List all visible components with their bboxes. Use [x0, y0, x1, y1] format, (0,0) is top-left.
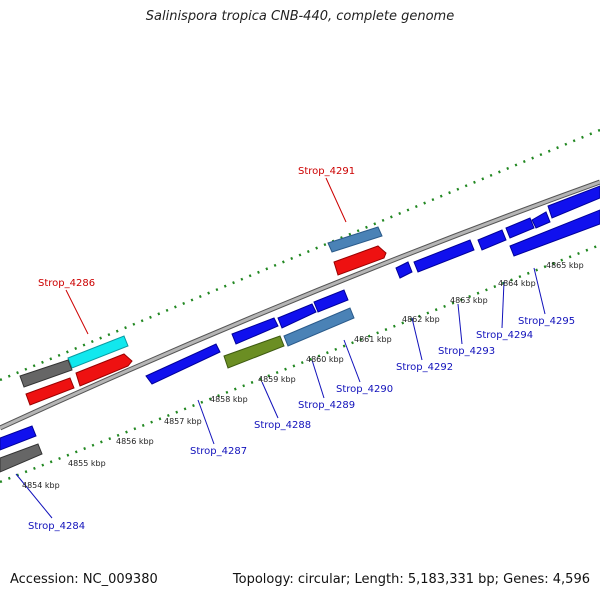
label-strop-4295[interactable]: Strop_4295 [518, 316, 575, 327]
accession-text: Accession: NC_009380 [10, 572, 158, 587]
tick-label-4862: 4862 kbp [402, 315, 440, 324]
map-title: Salinispora tropica CNB-440, complete ge… [145, 9, 455, 24]
gene-strop-4284[interactable] [0, 425, 37, 451]
tick-label-4856: 4856 kbp [116, 437, 154, 446]
leader-strop-4295 [533, 267, 546, 315]
tick-label-4858: 4858 kbp [210, 395, 248, 404]
outer-tick-ring [0, 128, 600, 382]
kbp-tick-labels: 4854 kbp 4855 kbp 4856 kbp 4857 kbp 4858… [22, 261, 584, 490]
gene-features [0, 185, 600, 473]
leader-strop-4291 [325, 177, 347, 223]
gene-red-2[interactable] [75, 353, 133, 387]
leader-strop-4293 [457, 303, 463, 345]
label-strop-4294[interactable]: Strop_4294 [476, 330, 533, 341]
label-strop-4284[interactable]: Strop_4284 [28, 521, 85, 532]
leader-strop-4286 [65, 289, 89, 335]
tick-label-4855: 4855 kbp [68, 459, 106, 468]
tick-label-4854: 4854 kbp [22, 481, 60, 490]
leader-strop-4292 [411, 317, 423, 361]
gene-blue-b[interactable] [313, 289, 349, 313]
label-strop-4291[interactable]: Strop_4291 [298, 166, 355, 177]
backbone-outline [0, 179, 600, 431]
gene-strop-4292[interactable] [395, 261, 413, 279]
label-strop-4288[interactable]: Strop_4288 [254, 420, 311, 431]
label-strop-4287[interactable]: Strop_4287 [190, 446, 247, 457]
tick-label-4857: 4857 kbp [164, 417, 202, 426]
gene-strop-4294[interactable] [477, 229, 507, 251]
gene-grey-2[interactable] [0, 443, 43, 473]
label-strop-4293[interactable]: Strop_4293 [438, 346, 495, 357]
gene-labels: Strop_4291 Strop_4286 Strop_4295 Strop_4… [28, 166, 575, 532]
gene-blue-c[interactable] [505, 217, 535, 239]
tick-label-4861: 4861 kbp [354, 335, 392, 344]
label-leaders [15, 177, 546, 519]
genome-summary: Topology: circular; Length: 5,183,331 bp… [232, 572, 590, 587]
label-strop-4292[interactable]: Strop_4292 [396, 362, 453, 373]
leader-strop-4294 [501, 281, 505, 329]
leader-strop-4288 [261, 381, 279, 419]
gene-blue-d[interactable] [531, 211, 551, 229]
leader-strop-4284 [15, 473, 53, 519]
gene-strop-4288[interactable] [223, 335, 285, 369]
leader-strop-4290 [343, 339, 361, 383]
gene-blue-e[interactable] [547, 185, 600, 219]
leader-strop-4289 [311, 359, 325, 399]
gene-strop-4286[interactable] [67, 335, 129, 369]
gene-strop-4290[interactable] [277, 303, 317, 329]
gene-strop-4289[interactable] [283, 307, 355, 347]
backbone [0, 180, 600, 430]
gene-strop-4293[interactable] [413, 239, 475, 273]
gene-strop-4295[interactable] [509, 209, 600, 257]
label-strop-4286[interactable]: Strop_4286 [38, 278, 95, 289]
gene-strop-4287[interactable] [145, 343, 221, 385]
label-strop-4290[interactable]: Strop_4290 [336, 384, 393, 395]
gene-strop-4291-cds[interactable] [333, 245, 387, 276]
leader-strop-4287 [197, 399, 215, 445]
tick-label-4864: 4864 kbp [498, 279, 536, 288]
tick-label-4859: 4859 kbp [258, 375, 296, 384]
gene-grey-1[interactable] [19, 359, 73, 388]
label-strop-4289[interactable]: Strop_4289 [298, 400, 355, 411]
gene-strop-4291[interactable] [327, 226, 383, 253]
tick-label-4860: 4860 kbp [306, 355, 344, 364]
gene-red-1[interactable] [25, 377, 75, 406]
tick-label-4865: 4865 kbp [546, 261, 584, 270]
tick-label-4863: 4863 kbp [450, 296, 488, 305]
gene-blue-a[interactable] [231, 317, 279, 345]
